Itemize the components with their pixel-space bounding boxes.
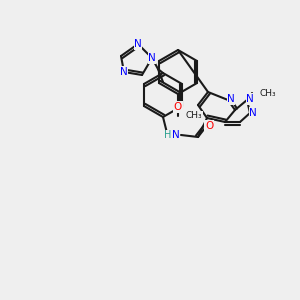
Text: N: N — [172, 130, 180, 140]
Text: N: N — [249, 108, 257, 118]
Text: N: N — [148, 53, 156, 63]
Text: CH₃: CH₃ — [186, 112, 202, 121]
Text: CH₃: CH₃ — [260, 88, 277, 98]
Text: H: H — [164, 130, 172, 140]
Text: N: N — [246, 94, 254, 104]
Text: N: N — [120, 67, 128, 77]
Text: O: O — [174, 102, 182, 112]
Text: N: N — [134, 39, 142, 49]
Text: N: N — [227, 94, 235, 104]
Text: O: O — [205, 121, 213, 131]
